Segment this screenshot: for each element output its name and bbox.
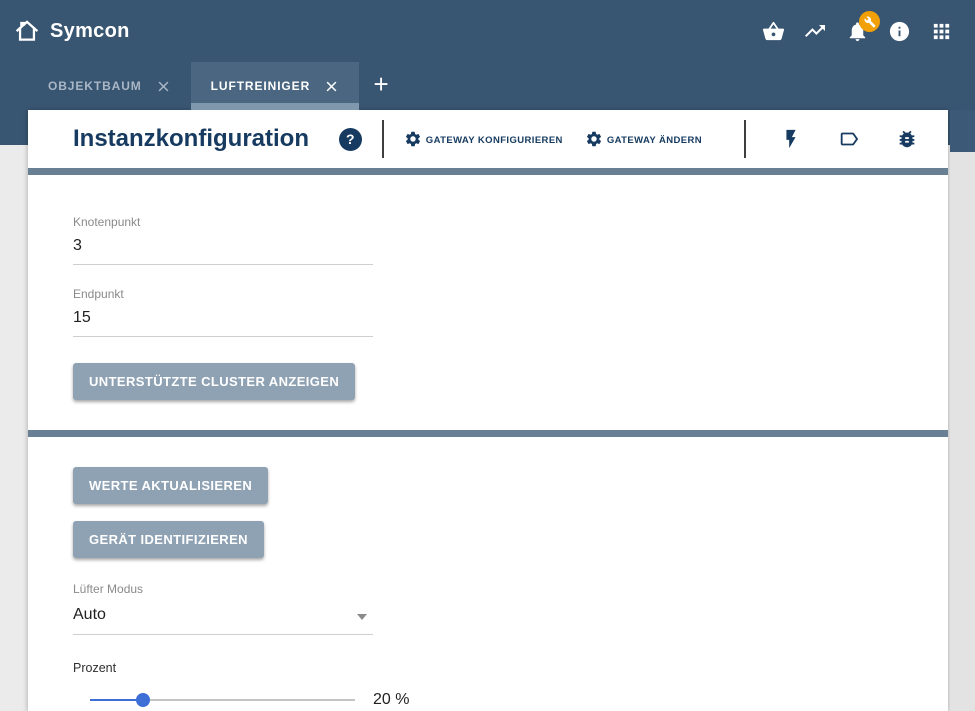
lightning-icon[interactable] bbox=[780, 128, 802, 150]
form-field-knotenpunkt: Knotenpunkt bbox=[73, 215, 373, 265]
tab-luftreiniger[interactable]: LUFTREINIGER bbox=[190, 62, 360, 110]
apps-grid-icon[interactable] bbox=[929, 19, 953, 43]
tab-label: OBJEKTBAUM bbox=[48, 79, 142, 93]
bug-icon[interactable] bbox=[896, 128, 918, 150]
form-field-endpunkt: Endpunkt bbox=[73, 287, 373, 337]
active-tab-indicator bbox=[190, 103, 360, 110]
field-label: Knotenpunkt bbox=[73, 215, 141, 229]
close-icon[interactable] bbox=[156, 79, 171, 94]
percent-value: 20 % bbox=[373, 691, 410, 708]
update-values-button[interactable]: WERTE AKTUALISIEREN bbox=[73, 467, 269, 504]
info-icon[interactable] bbox=[887, 19, 911, 43]
field-label: Lüfter Modus bbox=[73, 582, 144, 596]
gateway-configure-button[interactable]: GATEWAY KONFIGURIEREN bbox=[404, 130, 563, 148]
header-divider bbox=[744, 120, 746, 158]
close-icon[interactable] bbox=[324, 79, 339, 94]
help-icon[interactable]: ? bbox=[338, 127, 362, 151]
scrollbar-thumb[interactable] bbox=[950, 110, 975, 152]
add-tab-button[interactable]: + bbox=[373, 68, 389, 99]
tab-bar: OBJEKTBAUM LUFTREINIGER + bbox=[28, 62, 403, 110]
fan-mode-value: Auto bbox=[73, 606, 106, 623]
slider-thumb[interactable] bbox=[136, 693, 150, 707]
slider-track[interactable] bbox=[90, 699, 355, 701]
app-logo[interactable]: Symcon bbox=[14, 18, 130, 44]
app-title: Symcon bbox=[50, 19, 130, 42]
gear-icon bbox=[585, 130, 603, 148]
fan-mode-select[interactable]: Auto bbox=[73, 602, 373, 635]
percent-slider[interactable] bbox=[90, 692, 355, 708]
section-divider bbox=[28, 168, 948, 175]
percent-label: Prozent bbox=[73, 661, 117, 675]
knotenpunkt-input[interactable] bbox=[73, 235, 373, 265]
tab-objektbaum[interactable]: OBJEKTBAUM bbox=[28, 62, 191, 110]
gear-icon bbox=[404, 130, 422, 148]
endpunkt-input[interactable] bbox=[73, 307, 373, 337]
fan-mode-field: Lüfter Modus Auto bbox=[73, 582, 373, 635]
trending-icon[interactable] bbox=[803, 19, 827, 43]
percent-slider-fill bbox=[90, 699, 143, 701]
home-icon bbox=[14, 18, 40, 44]
identify-device-button[interactable]: GERÄT IDENTIFIZIEREN bbox=[73, 521, 264, 558]
show-supported-clusters-button[interactable]: UNTERSTÜTZTE CLUSTER ANZEIGEN bbox=[73, 363, 356, 400]
device-control-section: WERTE AKTUALISIEREN GERÄT IDENTIFIZIEREN… bbox=[28, 437, 948, 711]
gateway-change-button[interactable]: GATEWAY ÄNDERN bbox=[585, 130, 702, 148]
instance-configuration-panel: Instanzkonfiguration ? GATEWAY KONFIGURI… bbox=[28, 110, 948, 711]
section-divider bbox=[28, 430, 948, 437]
header-divider bbox=[381, 120, 384, 158]
percent-field: Prozent 20 % bbox=[73, 661, 903, 709]
field-label: Endpunkt bbox=[73, 287, 124, 301]
tab-label: LUFTREINIGER bbox=[210, 79, 311, 93]
tag-icon[interactable] bbox=[838, 128, 860, 150]
node-configuration-section: Knotenpunkt Endpunkt UNTERSTÜTZTE CLUSTE… bbox=[28, 175, 948, 430]
chevron-down-icon bbox=[357, 614, 367, 620]
shopping-basket-icon[interactable] bbox=[761, 19, 785, 43]
topbar: Symcon bbox=[0, 0, 975, 62]
wrench-badge-icon bbox=[859, 11, 880, 32]
notifications-bell-icon[interactable] bbox=[845, 11, 880, 43]
vertical-scrollbar[interactable] bbox=[950, 110, 975, 711]
gateway-change-label: GATEWAY ÄNDERN bbox=[606, 135, 702, 146]
gateway-configure-label: GATEWAY KONFIGURIEREN bbox=[425, 135, 563, 146]
panel-header: Instanzkonfiguration ? GATEWAY KONFIGURI… bbox=[28, 110, 948, 168]
page-title: Instanzkonfiguration bbox=[73, 125, 309, 152]
